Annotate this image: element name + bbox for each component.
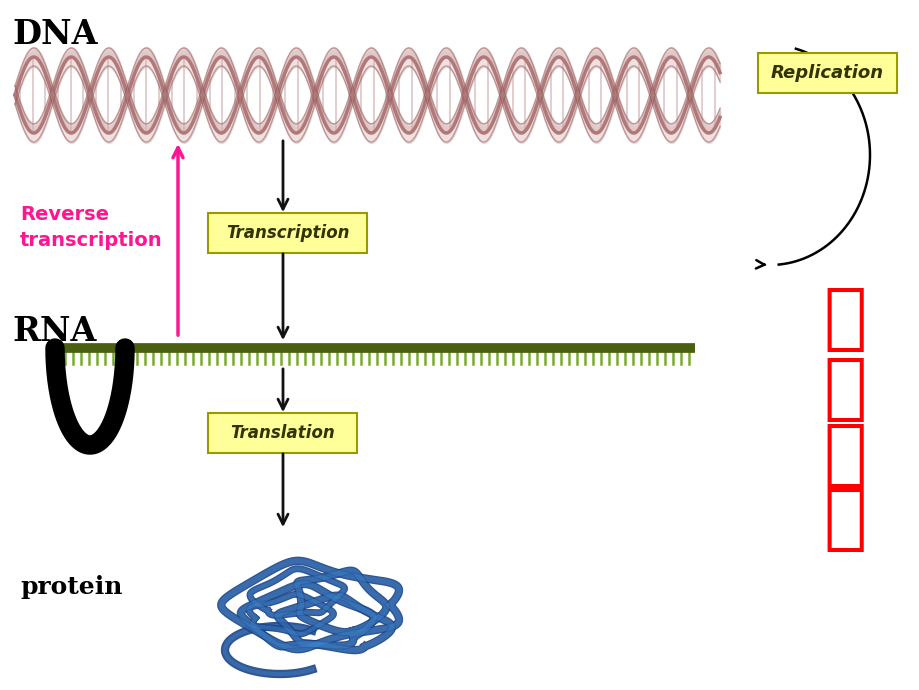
Text: Replication: Replication — [770, 64, 883, 82]
Text: 中: 中 — [823, 286, 866, 355]
Text: 心: 心 — [823, 355, 866, 424]
Text: Transcription: Transcription — [225, 224, 349, 242]
Text: 法: 法 — [823, 420, 866, 489]
Text: 则: 则 — [823, 486, 866, 555]
FancyBboxPatch shape — [757, 53, 896, 93]
Text: Translation: Translation — [230, 424, 335, 442]
Text: Reverse
transcription: Reverse transcription — [20, 205, 163, 250]
Text: RNA: RNA — [12, 315, 96, 348]
FancyBboxPatch shape — [208, 413, 357, 453]
Text: protein: protein — [20, 575, 122, 599]
FancyBboxPatch shape — [208, 213, 367, 253]
Text: DNA: DNA — [12, 18, 97, 51]
